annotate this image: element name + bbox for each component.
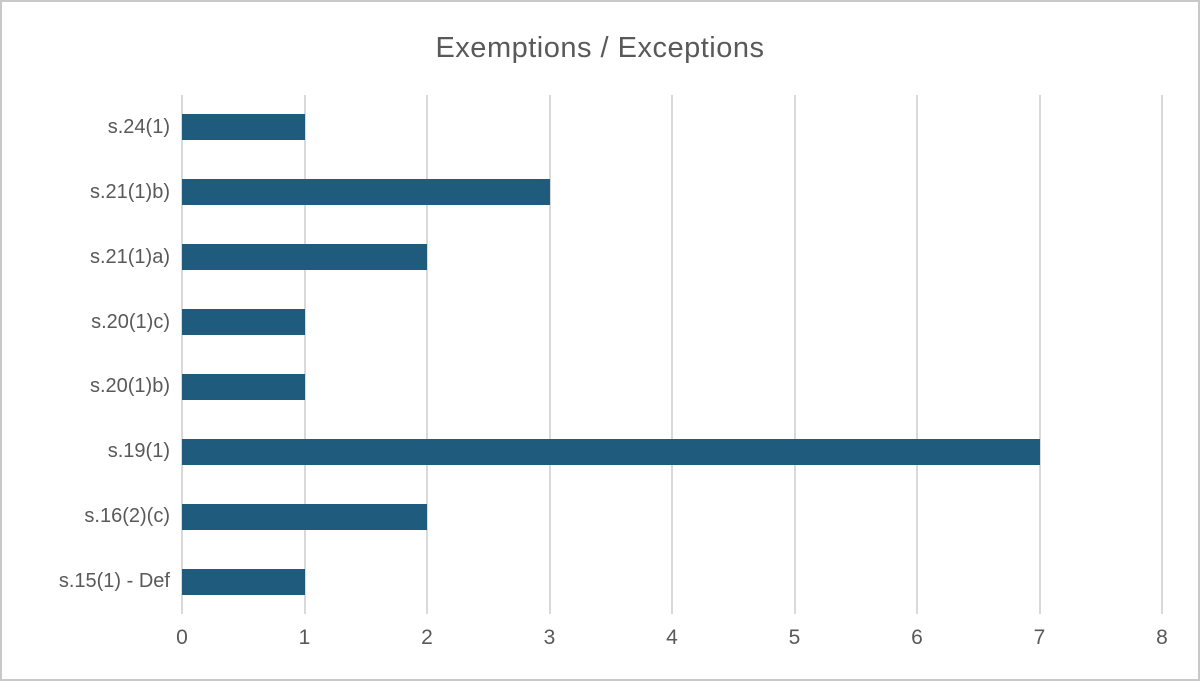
bar <box>182 373 305 400</box>
bar-row: s.16(2)(c) <box>84 484 1162 549</box>
y-axis-label: s.15(1) - Def <box>58 570 170 593</box>
y-axis-label: s.21(1)a) <box>89 245 170 268</box>
bar-rows: s.24(1) s.21(1)b) s.21(1)a) s.20(1)c) s.20(1… <box>59 95 1162 614</box>
bar-row: s.20(1)c) <box>91 290 1162 355</box>
x-axis-tick-label: 4 <box>666 626 678 649</box>
gridline <box>548 95 551 614</box>
gridline <box>426 95 428 614</box>
y-axis-label: s.24(1) <box>107 115 170 138</box>
y-axis-label: s.21(1)b) <box>89 180 170 203</box>
gridline <box>793 95 796 614</box>
gridline <box>1161 95 1163 614</box>
y-axis-label: s.20(1)c) <box>91 310 170 333</box>
x-axis-tick-label: 2 <box>421 626 433 649</box>
bar <box>182 244 427 271</box>
gridline <box>181 95 183 614</box>
gridline <box>671 95 673 614</box>
bar <box>182 179 550 206</box>
bar <box>182 568 305 595</box>
gridline <box>916 95 918 614</box>
x-axis-tick-label: 8 <box>1156 626 1168 649</box>
bar <box>182 114 305 141</box>
x-axis-tick-label: 0 <box>176 626 188 649</box>
y-axis-label: s.19(1) <box>107 440 170 463</box>
gridline <box>303 95 306 614</box>
x-axis-tick-label: 3 <box>543 626 556 649</box>
bar-row: s.21(1)a) <box>90 225 1162 290</box>
bar-row: s.24(1) <box>108 95 1162 160</box>
bar-row: s.15(1) - Def <box>59 549 1162 614</box>
x-axis-tick-label: 6 <box>911 626 923 649</box>
bar-row: s.20(1)b) <box>90 355 1162 420</box>
bar <box>182 438 1040 465</box>
bar <box>182 309 305 336</box>
x-axis-tick-label: 7 <box>1033 626 1046 649</box>
gridline <box>1038 95 1041 614</box>
x-axis-tick-label: 1 <box>298 626 311 649</box>
bar-row: s.19(1) <box>108 419 1162 484</box>
chart-title: Exemptions / Exceptions <box>435 32 765 64</box>
x-axis: 0 1 2 3 4 5 6 7 8 <box>176 622 1168 656</box>
y-axis-label: s.16(2)(c) <box>84 505 170 528</box>
y-axis-label: s.20(1)b) <box>89 375 170 398</box>
plot-area: s.24(1) s.21(1)b) s.21(1)a) s.20(1)c) s.20(1… <box>59 95 1163 614</box>
bar <box>182 503 427 530</box>
bar-row: s.21(1)b) <box>90 160 1162 225</box>
gridlines <box>181 95 1163 614</box>
x-axis-tick-label: 5 <box>788 626 801 649</box>
